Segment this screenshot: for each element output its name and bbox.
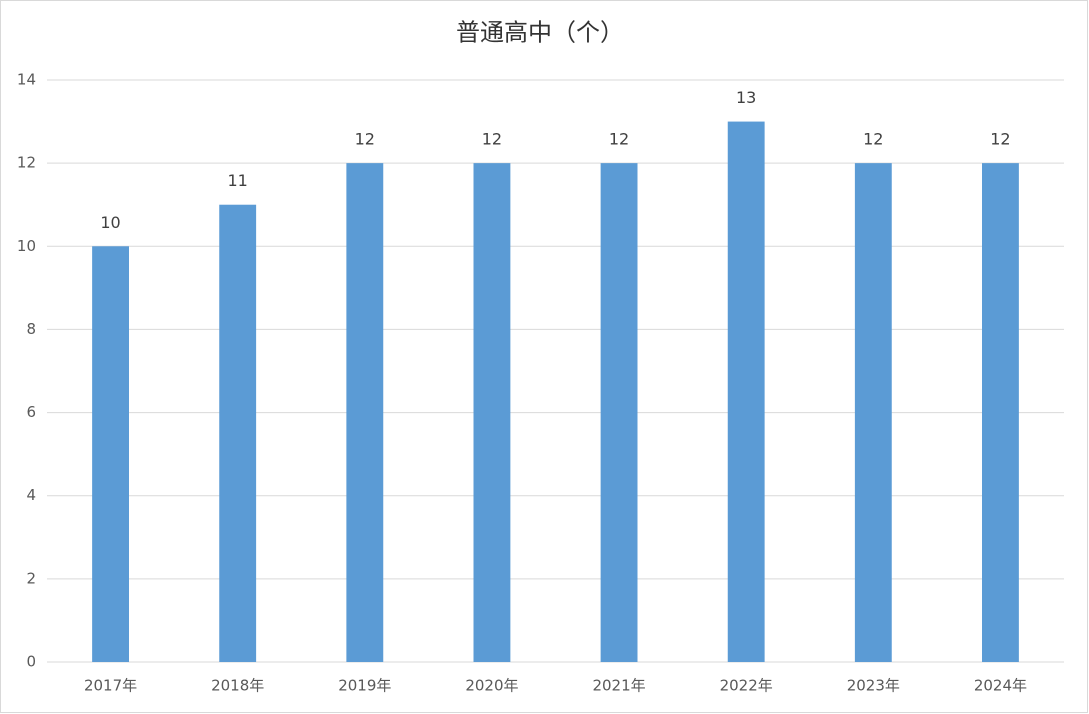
x-tick-label: 2018年 <box>211 677 264 695</box>
x-tick-label: 2019年 <box>338 677 391 695</box>
y-tick-label: 6 <box>26 403 36 421</box>
bar <box>219 204 257 662</box>
bar <box>600 163 638 662</box>
bar <box>346 163 384 662</box>
value-label: 10 <box>100 213 120 232</box>
bar <box>473 163 511 662</box>
x-tick-label: 2023年 <box>847 677 900 695</box>
y-tick-label: 8 <box>26 320 36 338</box>
value-label: 13 <box>736 88 756 107</box>
x-tick-label: 2017年 <box>84 677 137 695</box>
value-label: 12 <box>863 130 883 149</box>
value-label: 12 <box>355 130 375 149</box>
bar <box>92 246 129 663</box>
x-tick-label: 2022年 <box>720 677 773 695</box>
x-tick-label: 2024年 <box>974 677 1027 695</box>
y-tick-label: 12 <box>17 154 36 172</box>
value-label: 11 <box>228 171 248 190</box>
bar <box>854 163 892 662</box>
y-tick-label: 14 <box>17 71 36 89</box>
bar <box>727 121 765 663</box>
y-tick-label: 0 <box>26 653 36 671</box>
value-label: 12 <box>482 130 502 149</box>
y-tick-label: 4 <box>26 486 36 504</box>
x-tick-label: 2020年 <box>465 677 518 695</box>
y-tick-label: 10 <box>17 237 36 255</box>
bar <box>982 163 1019 662</box>
x-tick-label: 2021年 <box>592 677 645 695</box>
value-label: 12 <box>990 130 1010 149</box>
chart-title: 普通高中（个） <box>456 19 624 47</box>
value-label: 12 <box>609 130 629 149</box>
y-tick-label: 2 <box>26 569 36 587</box>
